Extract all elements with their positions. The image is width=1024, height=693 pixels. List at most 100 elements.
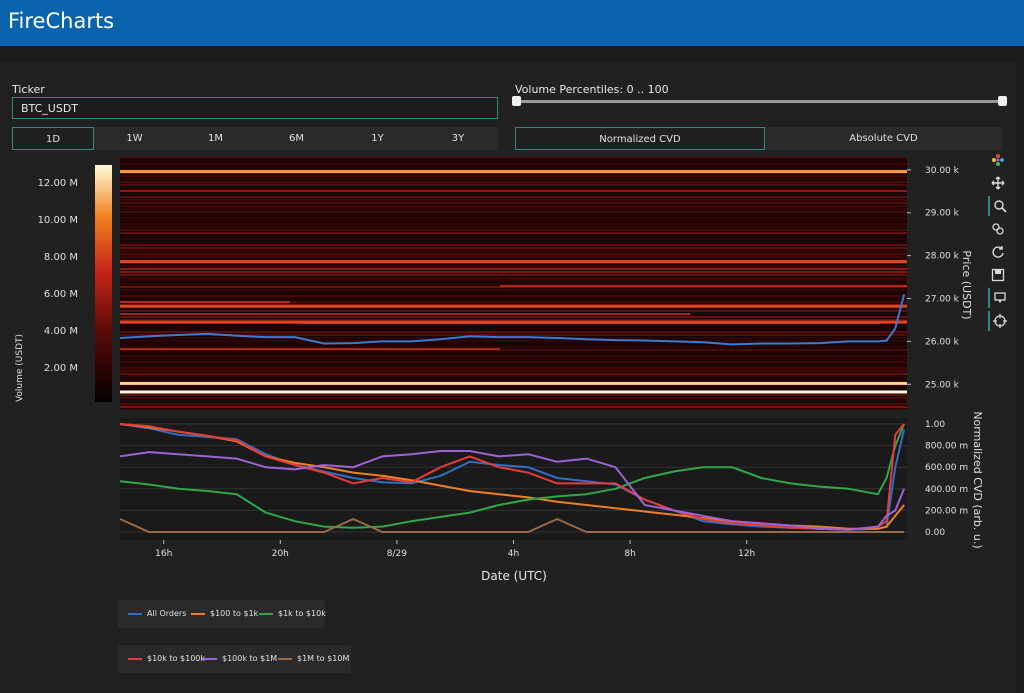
heatmap-row (120, 340, 907, 342)
heatmap-row (120, 226, 907, 228)
legend-row-2: $10k to $100k $100k to $1M $1M to $10M (118, 645, 351, 673)
heatmap-row (120, 343, 907, 345)
price-series-line (120, 293, 906, 346)
heatmap-row (120, 274, 907, 276)
price-axis: 30.00 k 29.00 k 28.00 k 27.00 k 26.00 k 25.00… (907, 166, 960, 390)
heatmap-row (120, 355, 907, 357)
date-tick-label: 4h (508, 549, 519, 559)
save-icon[interactable] (988, 265, 1008, 285)
heatmap-row (120, 358, 907, 360)
app-title: FireCharts (8, 9, 115, 33)
price-tick-label: 29.00 k (925, 209, 960, 219)
hover-icon[interactable] (988, 288, 1010, 308)
heatmap-row (120, 316, 907, 318)
heatmap-row (120, 385, 907, 387)
colorbar-tick-label: 6.00 M (44, 289, 78, 300)
heatmap-row (120, 196, 907, 198)
absolute-cvd-button[interactable]: Absolute CVD (849, 133, 918, 144)
cvd-series-line (120, 518, 905, 533)
volume-percentiles-slider[interactable] (516, 100, 1003, 103)
heatmap-level (120, 381, 907, 385)
heatmap-row (120, 298, 907, 300)
date-tick-label: 12h (738, 549, 755, 559)
heatmap-row (120, 334, 907, 336)
normalized-cvd-button[interactable]: Normalized CVD (515, 127, 765, 150)
heatmap-band (120, 301, 290, 303)
heatmap-row (120, 244, 907, 246)
heatmap-row (120, 301, 907, 303)
heatmap-row (120, 388, 907, 390)
heatmap-row (120, 397, 907, 399)
plotly-logo-icon[interactable] (988, 150, 1008, 170)
heatmap-row (120, 394, 907, 396)
price-tick-label: 28.00 k (925, 252, 960, 262)
heatmap-row (120, 268, 907, 270)
cvd-series-line (120, 423, 906, 529)
heatmap-row (120, 361, 907, 363)
crosshair-icon[interactable] (988, 311, 1010, 331)
heatmap-row (120, 175, 907, 177)
colorbar-tick-label: 2.00 M (44, 363, 78, 374)
date-tick-label: 8h (624, 549, 635, 559)
heatmap-row (120, 292, 907, 294)
reset-icon[interactable] (988, 242, 1008, 262)
timeframe-3y-button[interactable]: 3Y (451, 133, 465, 144)
legend-item[interactable]: $1k to $10k (259, 609, 326, 618)
pan-icon[interactable] (988, 173, 1008, 193)
app-header: FireCharts (0, 0, 1024, 46)
heatmap-row (120, 265, 907, 267)
heatmap-level (120, 170, 907, 174)
heatmap-row (120, 280, 907, 282)
heatmap-row (120, 283, 907, 285)
heatmap-row (120, 163, 907, 165)
heatmap-row (120, 190, 907, 192)
colorbar-ticks: 12.00 M 10.00 M 8.00 M 6.00 M 4.00 M 2.00 M (38, 178, 78, 374)
ticker-input[interactable]: BTC_USDT (12, 97, 498, 119)
slider-low-handle[interactable] (512, 96, 521, 106)
timeframe-selector: 1D 1W 1M 6M 1Y 3Y (12, 127, 498, 150)
colorbar-title: Volume (USDT) (15, 334, 25, 402)
heatmap-row (120, 277, 907, 279)
date-tick-label: 20h (272, 549, 289, 559)
heatmap-row (120, 253, 907, 255)
legend-item[interactable]: All Orders (128, 609, 186, 618)
heatmap-row (120, 370, 907, 372)
timeframe-1d-button[interactable]: 1D (12, 127, 94, 150)
heatmap-row (120, 403, 907, 405)
timeframe-1y-button[interactable]: 1Y (371, 133, 384, 144)
legend-item[interactable]: $1M to $10M (278, 654, 349, 663)
heatmap-row (120, 235, 907, 237)
timeframe-6m-button[interactable]: 6M (289, 133, 304, 144)
legend-item[interactable]: $100k to $1M (203, 654, 277, 663)
plot-modebar (988, 150, 1010, 331)
heatmap-row (120, 229, 907, 231)
heatmap-row (120, 208, 907, 210)
heatmap-band (120, 348, 500, 350)
cvd-axis: 1.00 800.00 m 600.00 m 400.00 m 200.00 m 0.00 (925, 420, 968, 538)
cvd-tick-label: 600.00 m (925, 463, 968, 473)
heatmap-row (120, 193, 907, 195)
heatmap-row (120, 289, 907, 291)
slider-high-handle[interactable] (998, 96, 1007, 106)
heatmap-row (120, 217, 907, 219)
heatmap-row (120, 166, 907, 168)
timeframe-1m-button[interactable]: 1M (208, 133, 223, 144)
volume-percentiles-label: Volume Percentiles: 0 .. 100 (515, 83, 669, 96)
heatmap-level (120, 260, 907, 264)
heatmap-row (120, 271, 907, 273)
zoom-icon[interactable] (988, 196, 1010, 216)
legend-row-1: All Orders $100 to $1k $1k to $10k (118, 600, 326, 628)
heatmap-level (120, 390, 907, 394)
link-icon[interactable] (988, 219, 1008, 239)
legend-item[interactable]: $100 to $1k (191, 609, 258, 618)
heatmap-rows (120, 157, 907, 410)
heatmap-row (120, 379, 907, 381)
cvd-tick-label: 200.00 m (925, 506, 968, 516)
heatmap-band (120, 313, 690, 315)
heatmap-row (120, 157, 907, 159)
legend-item[interactable]: $10k to $100k (128, 654, 205, 663)
price-tick-label: 27.00 k (925, 295, 960, 305)
price-tick-label: 30.00 k (925, 166, 960, 176)
timeframe-1w-button[interactable]: 1W (126, 133, 143, 144)
